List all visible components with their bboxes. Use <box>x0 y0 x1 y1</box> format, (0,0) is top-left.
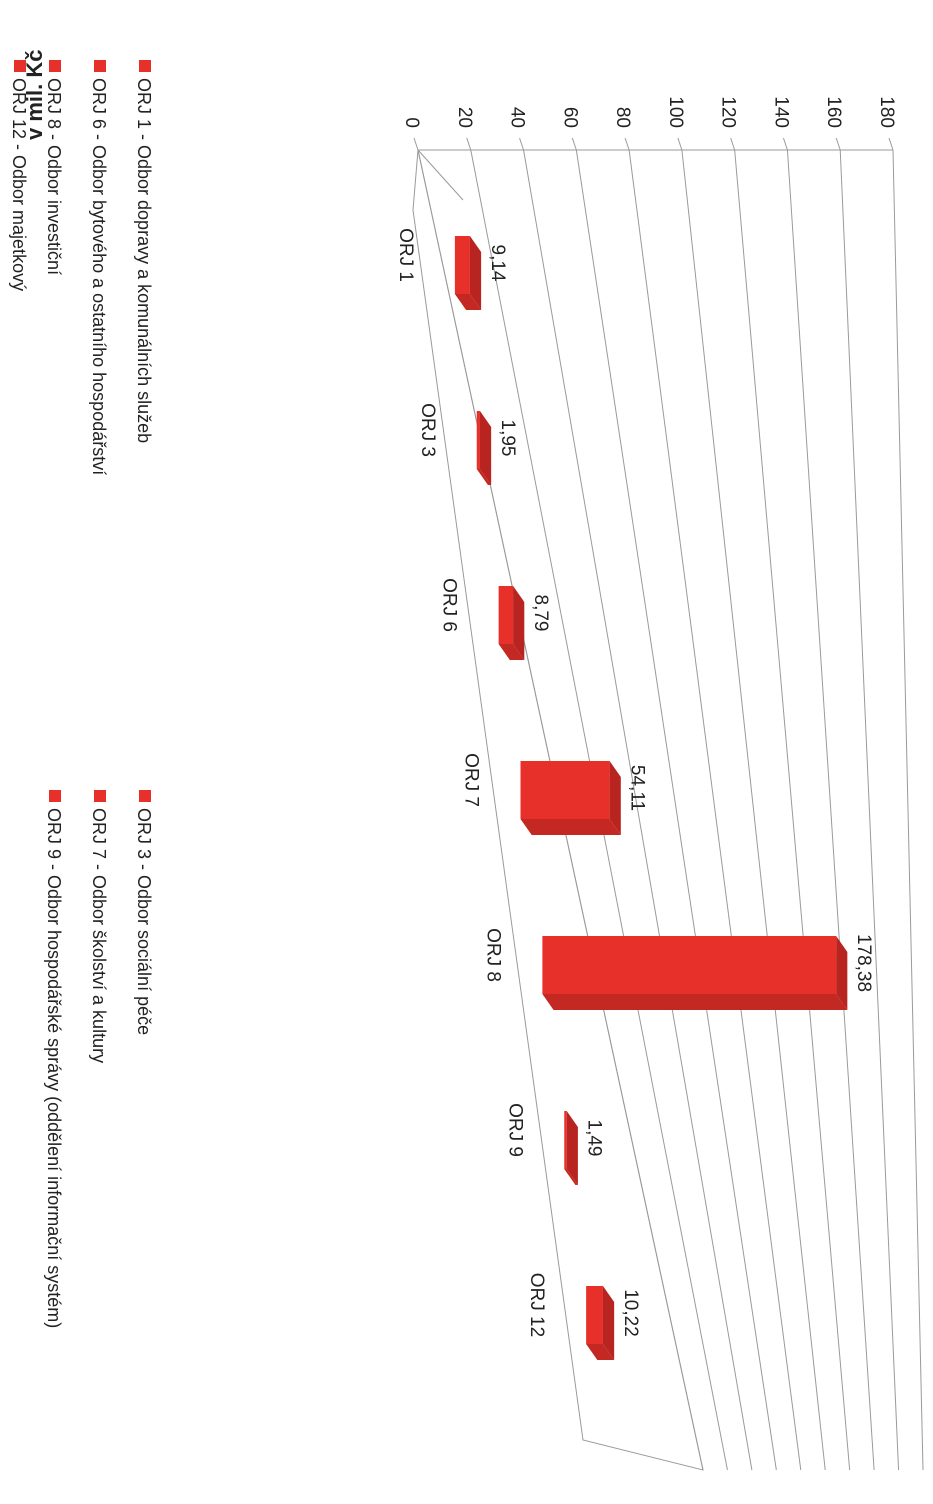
y-tick-label: 140 <box>770 96 791 128</box>
y-tick-label: 20 <box>454 107 475 128</box>
legend-swatch <box>94 790 106 802</box>
legend-item: ORJ 3 - Odbor sociální péče <box>134 808 154 1035</box>
gridline-side <box>782 137 788 151</box>
data-label: 178,38 <box>853 934 874 992</box>
legend-swatch <box>49 790 61 802</box>
floor-left-edge <box>417 149 464 201</box>
category-label: ORJ 1 <box>395 228 416 282</box>
data-label: 54,11 <box>627 765 648 811</box>
y-axis-ticks: 0 20 40 60 80 100 120 140 160 180 <box>401 96 897 128</box>
bar-top <box>479 411 492 485</box>
category-label: ORJ 3 <box>417 403 438 457</box>
gridline-side <box>466 137 472 151</box>
gridline <box>628 149 802 1471</box>
category-label: ORJ 7 <box>461 753 482 807</box>
bar-side <box>564 1169 578 1185</box>
legend-item: ORJ 12 - Odbor majetkový <box>9 78 29 291</box>
legend-item: ORJ 8 - Odbor investiční <box>44 78 64 275</box>
gridline-side <box>835 137 841 151</box>
bar <box>586 1286 603 1344</box>
category-label: ORJ 8 <box>482 928 503 982</box>
gridline-side <box>888 137 894 151</box>
gridline <box>734 149 851 1471</box>
legend-item: ORJ 6 - Odbor bytového a ostatního hospo… <box>89 78 109 475</box>
bar <box>564 1111 567 1169</box>
gridline <box>575 149 777 1471</box>
y-tick-label: 40 <box>507 107 528 128</box>
bar <box>520 761 610 819</box>
bar <box>476 411 480 469</box>
bar-top <box>566 1111 578 1185</box>
bar-top <box>469 236 482 310</box>
y-tick-label: 120 <box>718 96 739 128</box>
grid <box>412 137 924 1471</box>
bar-side <box>498 644 525 660</box>
gridline-side <box>413 137 419 151</box>
bar-top <box>836 936 848 1010</box>
bar-top <box>513 586 525 660</box>
gridline <box>523 149 753 1471</box>
y-tick-label: 100 <box>665 96 686 128</box>
legend-item: ORJ 1 - Odbor dopravy a komunálních služ… <box>134 78 154 443</box>
gridline-side <box>519 137 525 151</box>
bar-side <box>542 994 848 1010</box>
gridline <box>786 149 875 1471</box>
legend-swatch <box>94 60 106 72</box>
legend-swatch <box>139 790 151 802</box>
legend-swatch <box>139 60 151 72</box>
legend-swatch <box>14 60 26 72</box>
legend-item: ORJ 7 - Odbor školství a kultury <box>89 808 109 1063</box>
data-label: 1,95 <box>497 420 518 457</box>
category-label: ORJ 9 <box>504 1103 525 1157</box>
data-label: 10,22 <box>620 1289 641 1337</box>
y-axis-title: v mil. Kč <box>22 50 47 140</box>
x-axis-categories: ORJ 1 ORJ 3 ORJ 6 ORJ 7 ORJ 8 ORJ 9 ORJ 12 <box>395 228 547 1337</box>
gridline-side <box>571 137 577 151</box>
bar-side <box>454 294 482 310</box>
gridline-side <box>677 137 683 151</box>
y-tick-label: 180 <box>876 96 897 128</box>
gridline-side <box>624 137 630 151</box>
bar-side <box>520 819 621 835</box>
legend-swatch <box>49 60 61 72</box>
bar-side <box>586 1344 615 1360</box>
gridline <box>839 149 900 1471</box>
legend: ORJ 1 - Odbor dopravy a komunálních služ… <box>9 60 154 1328</box>
data-label: 9,14 <box>487 245 508 282</box>
bar <box>542 936 837 994</box>
y-tick-label: 60 <box>559 107 580 128</box>
floor <box>412 149 704 1471</box>
gridline-side <box>730 137 736 151</box>
bars <box>454 236 848 1360</box>
bar-top <box>602 1286 615 1360</box>
gridline <box>892 149 924 1471</box>
data-label: 1,49 <box>584 1120 605 1157</box>
y-tick-label: 80 <box>612 107 633 128</box>
gridline <box>681 149 826 1471</box>
bar-top <box>609 761 621 835</box>
data-label: 8,79 <box>530 595 551 632</box>
bar <box>454 236 470 294</box>
bar <box>498 586 514 644</box>
category-label: ORJ 6 <box>439 578 460 632</box>
y-tick-label: 0 <box>401 117 422 128</box>
category-label: ORJ 12 <box>526 1273 547 1337</box>
legend-item: ORJ 9 - Odbor hospodářské správy (odděle… <box>44 808 64 1328</box>
bar-side <box>476 469 492 485</box>
y-tick-label: 160 <box>823 96 844 128</box>
data-labels: 9,14 1,95 8,79 54,11 178,38 1,49 10,22 <box>487 245 874 1337</box>
